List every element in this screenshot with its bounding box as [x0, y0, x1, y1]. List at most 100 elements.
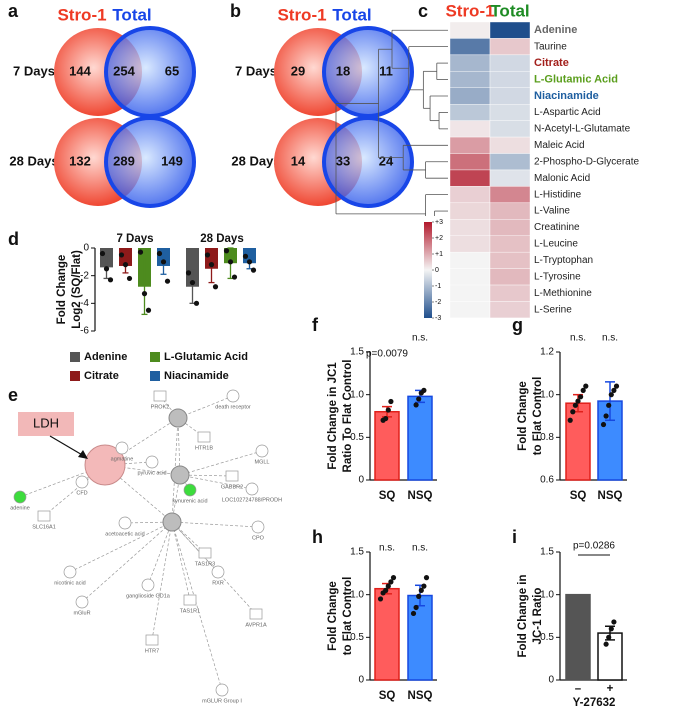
set-circle: [104, 116, 196, 208]
data-point: [423, 575, 430, 581]
data-point: [416, 396, 422, 402]
panel-label: f: [312, 315, 319, 335]
data-point: [103, 266, 110, 272]
network-node: [215, 683, 229, 697]
heat-cell: [449, 38, 491, 56]
x-tick-label: –: [575, 683, 582, 695]
node-label: pyruvic acid: [137, 470, 166, 476]
node-label: kynurenic acid: [172, 498, 207, 504]
data-point: [611, 387, 617, 393]
data-point: [385, 583, 391, 589]
y-tick-label: 1.5: [350, 547, 364, 558]
node-label: RXR: [212, 580, 224, 586]
heat-cell: [449, 103, 491, 121]
y-tick-label: 1.0: [350, 589, 364, 600]
data-point: [606, 402, 612, 408]
count: 14: [291, 153, 306, 168]
data-point: [410, 610, 417, 617]
heat-cell: [489, 301, 531, 319]
group-label: 28 Days: [200, 233, 243, 245]
network-node: [198, 547, 212, 559]
row-label: L-Histidine: [534, 189, 582, 200]
data-point: [416, 593, 422, 599]
node-label: acetoacetic acid: [105, 531, 144, 537]
y-axis-label: to Flat Control: [532, 377, 544, 456]
heat-cell: [449, 202, 491, 220]
network-edge: [151, 521, 173, 641]
heat-cell: [489, 71, 531, 88]
network-node: [118, 516, 132, 530]
network-edge: [81, 521, 173, 603]
data-point: [231, 274, 238, 280]
count: 144: [69, 63, 91, 78]
legend-label: L-Glutamic Acid: [164, 351, 248, 363]
network-node: [13, 490, 27, 504]
legend-swatch: [70, 371, 80, 381]
y-axis-label: Fold Change: [56, 255, 68, 325]
data-point: [580, 387, 586, 393]
colorbar-label: -3: [435, 315, 441, 322]
network-edge: [171, 521, 191, 601]
data-point: [137, 249, 144, 255]
node-label: nicotinic acid: [54, 580, 86, 586]
network-node: [245, 482, 259, 496]
row-label: L-Tyrosine: [534, 271, 581, 282]
network-node: [145, 634, 159, 646]
network-node: [197, 431, 211, 443]
callout-arrowhead: [78, 450, 88, 459]
colorbar-label: +2: [435, 235, 443, 242]
bar-label: n.s.: [602, 333, 618, 344]
data-point: [164, 278, 171, 284]
network-node: [63, 565, 77, 579]
data-point: [421, 583, 427, 589]
node-label: CFD: [76, 490, 87, 496]
count: 254: [113, 63, 135, 78]
bar: [565, 402, 591, 481]
data-point: [160, 259, 167, 265]
y-tick-label: 1.2: [540, 347, 554, 358]
panel-label: i: [512, 527, 517, 547]
heat-cell: [449, 284, 491, 302]
node-label: HTR1B: [195, 445, 213, 451]
y-tick-label: 1.5: [350, 347, 364, 358]
bar: [407, 395, 433, 481]
row-label: N-Acetyl-L-Glutamate: [534, 124, 631, 135]
bar: [186, 248, 199, 287]
data-point: [141, 291, 148, 297]
heat-cell: [449, 54, 491, 72]
heat-cell: [489, 120, 531, 138]
heat-cell: [449, 219, 491, 236]
network-edge: [69, 521, 173, 573]
heat-cell: [449, 120, 491, 138]
network-node: [183, 483, 197, 497]
row-label: Maleic Acid: [534, 140, 585, 151]
y-tick-label: 1.5: [540, 547, 554, 558]
y-axis-label: Ratio To Flat Control: [342, 360, 354, 473]
data-point: [118, 252, 125, 258]
data-point: [608, 626, 614, 632]
data-point: [390, 575, 397, 581]
data-point: [126, 275, 133, 282]
count: 33: [336, 153, 350, 168]
legend-swatch: [150, 371, 160, 381]
colorbar-label: -1: [435, 283, 441, 290]
column-title: Total: [490, 1, 529, 20]
data-point: [606, 634, 612, 640]
heat-cell: [449, 301, 491, 319]
network-hub: [162, 512, 182, 532]
data-point: [377, 596, 384, 602]
network-node: [255, 444, 269, 458]
bar: [374, 410, 400, 481]
set-name: Total: [112, 5, 151, 24]
node-label: death receptor: [215, 404, 251, 410]
y-tick-label: 1.0: [350, 389, 364, 400]
node-label: CPO: [252, 535, 265, 541]
data-point: [383, 415, 389, 422]
node-label: adenine: [10, 505, 30, 511]
heat-cell: [489, 268, 531, 286]
bar: [407, 594, 433, 681]
heat-cell: [449, 153, 491, 171]
data-point: [413, 402, 419, 408]
heat-cell: [489, 235, 531, 253]
